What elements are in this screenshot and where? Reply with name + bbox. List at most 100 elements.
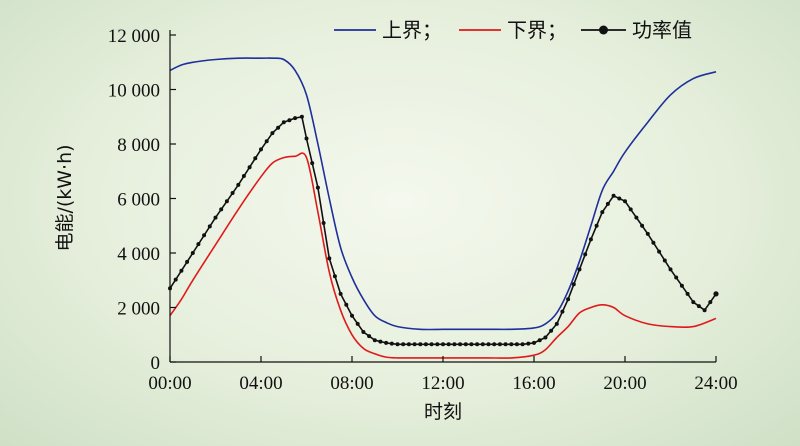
data-point bbox=[406, 342, 411, 347]
data-point bbox=[475, 342, 480, 347]
data-point bbox=[173, 277, 178, 282]
data-point bbox=[537, 338, 542, 343]
x-tick-label: 08:00 bbox=[330, 373, 373, 394]
data-point bbox=[253, 156, 258, 161]
data-point bbox=[202, 233, 207, 238]
data-point bbox=[281, 120, 286, 125]
data-point bbox=[321, 221, 326, 225]
data-point bbox=[304, 136, 309, 141]
data-point bbox=[372, 338, 377, 343]
data-point bbox=[696, 304, 701, 309]
data-point bbox=[344, 302, 349, 307]
x-axis-title: 时刻 bbox=[424, 401, 462, 423]
data-point bbox=[651, 240, 656, 245]
y-tick-label: 4 000 bbox=[117, 244, 160, 265]
series-line-1 bbox=[169, 152, 717, 359]
data-point bbox=[418, 342, 423, 347]
plot-lines bbox=[168, 57, 719, 359]
data-point bbox=[310, 161, 315, 166]
data-point bbox=[361, 330, 366, 334]
data-point bbox=[560, 309, 565, 314]
data-point bbox=[270, 131, 275, 136]
data-point bbox=[600, 210, 605, 215]
data-point bbox=[435, 342, 440, 347]
data-point bbox=[219, 207, 224, 212]
data-point bbox=[662, 258, 667, 263]
x-tick-label: 12:00 bbox=[421, 373, 464, 394]
data-point bbox=[480, 342, 485, 347]
data-point bbox=[458, 342, 463, 347]
x-tick-label: 16:00 bbox=[512, 373, 555, 394]
axes: 0 2 000 4 000 6 000 8 000 10 000 12 000 00:00 04… bbox=[108, 26, 738, 394]
data-point bbox=[423, 342, 428, 347]
data-point bbox=[224, 199, 229, 204]
data-point bbox=[514, 342, 519, 347]
y-tick-label: 2 000 bbox=[117, 299, 160, 320]
data-point bbox=[520, 342, 525, 347]
y-tick-label: 8 000 bbox=[117, 135, 160, 156]
data-point bbox=[384, 340, 389, 345]
data-point bbox=[566, 297, 571, 302]
data-point bbox=[640, 223, 645, 228]
data-point bbox=[179, 268, 184, 273]
data-point bbox=[236, 182, 241, 187]
data-point bbox=[446, 342, 451, 347]
data-point bbox=[628, 207, 633, 212]
data-point bbox=[355, 321, 360, 326]
data-point bbox=[492, 342, 497, 347]
data-point bbox=[526, 341, 531, 346]
data-point bbox=[315, 185, 320, 190]
data-point bbox=[554, 321, 559, 326]
data-point bbox=[401, 342, 406, 347]
data-point bbox=[196, 242, 201, 247]
data-point bbox=[634, 215, 639, 220]
legend-label-2: 功率值 bbox=[632, 18, 692, 42]
data-point bbox=[241, 174, 246, 178]
data-point bbox=[287, 118, 292, 123]
data-point bbox=[583, 252, 588, 257]
data-point bbox=[577, 267, 582, 272]
data-point bbox=[486, 342, 491, 347]
data-point bbox=[469, 342, 474, 347]
data-point bbox=[395, 342, 400, 347]
series-line-0 bbox=[169, 57, 717, 331]
data-point bbox=[378, 339, 383, 344]
data-point bbox=[645, 231, 650, 236]
x-tick-label: 00:00 bbox=[148, 373, 191, 394]
data-point bbox=[685, 291, 690, 296]
data-point bbox=[207, 224, 212, 229]
data-point bbox=[617, 196, 622, 201]
data-point bbox=[412, 342, 417, 347]
series-line-2 bbox=[169, 116, 717, 346]
data-point bbox=[327, 256, 332, 261]
data-point bbox=[691, 300, 696, 305]
data-point bbox=[299, 114, 304, 119]
y-tick-label: 0 bbox=[151, 353, 161, 374]
data-point bbox=[190, 251, 195, 255]
data-point bbox=[623, 199, 627, 204]
y-tick-label: 10 000 bbox=[108, 81, 160, 102]
data-point bbox=[332, 274, 337, 279]
data-point bbox=[264, 139, 269, 144]
data-point bbox=[588, 237, 593, 242]
x-tick-label: 04:00 bbox=[239, 373, 282, 394]
data-point bbox=[350, 313, 354, 318]
data-point bbox=[571, 282, 576, 287]
data-point bbox=[509, 342, 514, 347]
data-point bbox=[708, 300, 713, 305]
data-point bbox=[702, 308, 707, 313]
data-point bbox=[611, 193, 616, 198]
data-point bbox=[276, 125, 281, 130]
data-point bbox=[668, 267, 673, 272]
data-point bbox=[463, 342, 468, 347]
data-point bbox=[605, 201, 610, 206]
data-point bbox=[452, 342, 457, 347]
data-point bbox=[185, 259, 190, 264]
legend-label-0: 上界； bbox=[382, 18, 442, 42]
data-point bbox=[293, 116, 298, 121]
data-point bbox=[389, 341, 394, 346]
data-point bbox=[367, 334, 372, 339]
data-point bbox=[230, 191, 235, 195]
y-tick-label: 6 000 bbox=[117, 190, 160, 211]
